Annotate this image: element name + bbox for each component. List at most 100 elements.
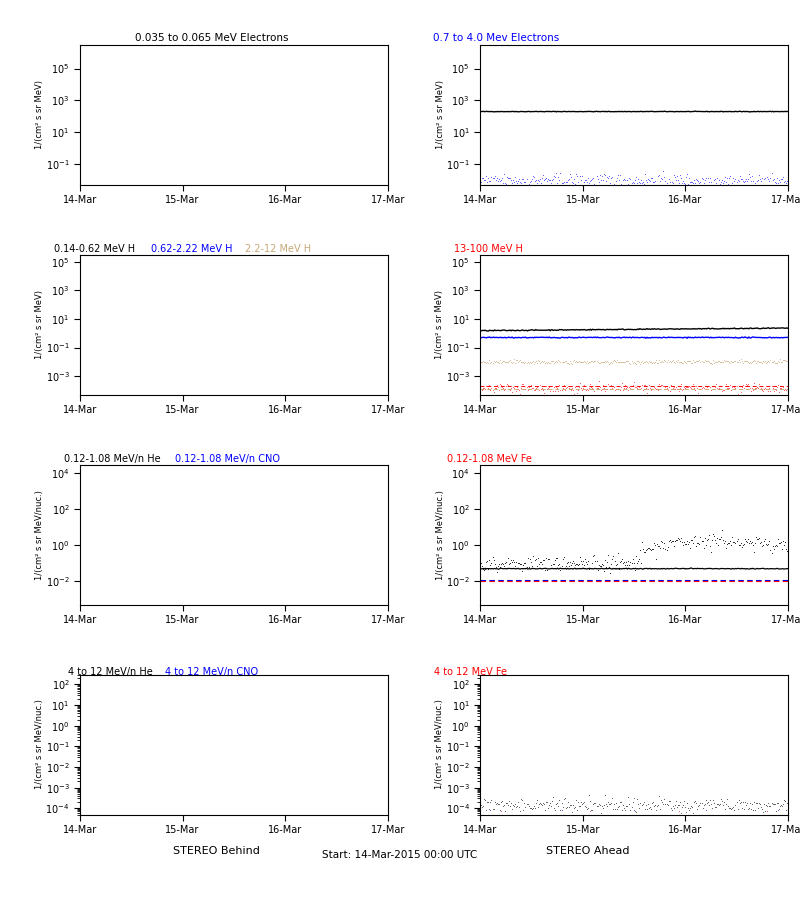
Point [480, 169, 493, 184]
Point [552, 170, 565, 184]
Point [699, 793, 712, 807]
Point [761, 538, 774, 553]
Point [667, 167, 680, 182]
Point [556, 553, 569, 567]
Point [720, 541, 733, 555]
Point [779, 176, 792, 191]
Point [668, 798, 681, 813]
Point [650, 552, 662, 566]
Point [689, 794, 702, 808]
Point [574, 381, 587, 395]
Point [731, 173, 744, 187]
Point [535, 797, 548, 812]
Point [530, 356, 543, 370]
Point [720, 175, 733, 189]
Point [630, 791, 643, 806]
Text: 0.7 to 4.0 Mev Electrons: 0.7 to 4.0 Mev Electrons [433, 33, 559, 43]
Point [710, 536, 722, 550]
Point [639, 354, 652, 368]
Point [564, 558, 577, 572]
Point [620, 179, 633, 194]
Point [625, 354, 638, 368]
Point [554, 166, 567, 181]
Point [623, 796, 636, 811]
Point [757, 806, 770, 820]
Point [581, 556, 594, 571]
Point [630, 381, 643, 395]
Point [681, 796, 694, 810]
Point [756, 802, 769, 816]
Point [523, 379, 536, 393]
Text: 4 to 12 MeV/n CNO: 4 to 12 MeV/n CNO [166, 667, 258, 677]
Point [603, 382, 616, 396]
Point [583, 805, 596, 819]
Point [638, 166, 651, 181]
Point [658, 353, 671, 367]
Point [728, 803, 741, 817]
Point [509, 382, 522, 396]
Point [617, 355, 630, 369]
Point [718, 534, 731, 548]
Point [578, 795, 590, 809]
Point [484, 356, 497, 370]
Point [545, 354, 558, 368]
Point [547, 171, 560, 185]
Point [544, 384, 557, 399]
Point [491, 796, 504, 811]
Text: 0.12-1.08 MeV/n CNO: 0.12-1.08 MeV/n CNO [175, 454, 281, 464]
Point [642, 356, 654, 370]
Point [555, 559, 568, 573]
Point [476, 559, 489, 573]
Point [634, 796, 646, 811]
Point [726, 176, 739, 190]
Point [505, 554, 518, 568]
Point [574, 174, 587, 188]
Point [599, 355, 612, 369]
Point [519, 800, 532, 814]
Point [538, 379, 551, 393]
Point [642, 541, 655, 555]
Point [621, 354, 634, 368]
Point [549, 803, 562, 817]
Point [519, 356, 532, 370]
Point [547, 383, 560, 398]
Point [709, 355, 722, 369]
Point [710, 377, 722, 392]
Point [778, 536, 791, 550]
Point [750, 796, 763, 810]
Text: 13-100 MeV H: 13-100 MeV H [454, 244, 522, 254]
Point [577, 554, 590, 568]
Point [531, 353, 544, 367]
Point [585, 173, 598, 187]
Point [723, 355, 736, 369]
Point [750, 174, 763, 188]
Point [675, 535, 688, 549]
Point [649, 174, 662, 188]
Point [725, 355, 738, 369]
Point [772, 802, 785, 816]
Point [599, 560, 612, 574]
Point [767, 172, 780, 186]
Point [626, 795, 639, 809]
Point [582, 554, 594, 569]
Point [618, 801, 630, 815]
Point [709, 380, 722, 394]
Point [641, 355, 654, 369]
Point [474, 801, 486, 815]
Point [615, 380, 628, 394]
Point [672, 805, 685, 819]
Point [714, 382, 726, 396]
Point [488, 557, 501, 572]
Point [483, 553, 496, 567]
Point [612, 355, 625, 369]
Point [680, 805, 693, 819]
Point [710, 355, 722, 369]
Point [606, 169, 618, 184]
Point [637, 356, 650, 371]
Point [763, 799, 776, 814]
Point [492, 172, 505, 186]
Point [511, 561, 524, 575]
Point [763, 175, 776, 189]
Point [638, 544, 650, 559]
Point [706, 178, 718, 193]
